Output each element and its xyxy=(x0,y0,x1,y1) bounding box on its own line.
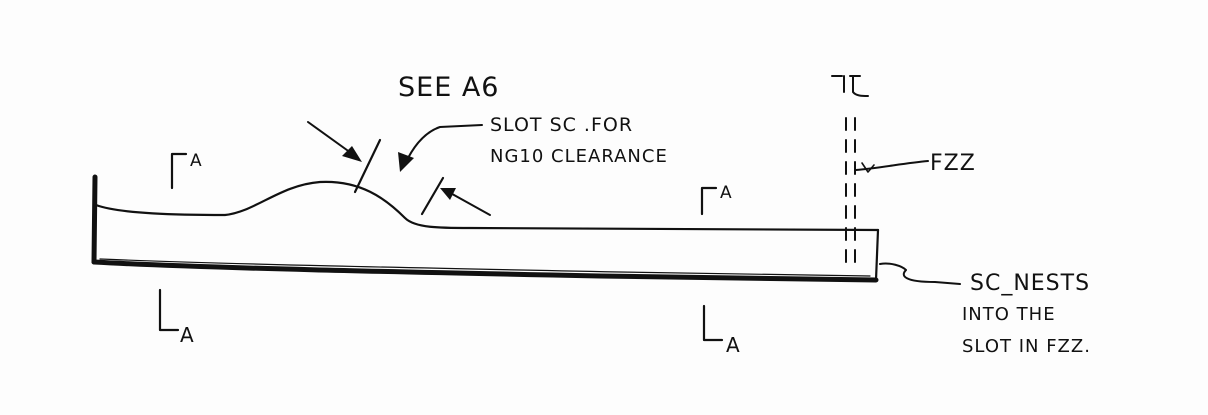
section-right-top-label: A xyxy=(720,183,733,203)
fzz-label: FZZ xyxy=(930,151,976,176)
section-left-top-bracket xyxy=(170,152,188,190)
part-right-end xyxy=(874,228,880,282)
part-top-contour xyxy=(94,180,880,232)
part-bottom-edge xyxy=(91,259,879,283)
nests-leader xyxy=(879,262,961,285)
nests-label-line3: SLOT IN FZZ. xyxy=(962,336,1091,357)
slot-tick-left xyxy=(353,138,382,194)
nests-label-line1: SC_NESTS xyxy=(970,271,1090,296)
slot-leader-arrowhead xyxy=(398,152,414,172)
fzz-leader-hook xyxy=(861,162,875,173)
section-right-bottom-label: A xyxy=(726,333,741,357)
section-marker-right: A A xyxy=(700,183,741,357)
section-left-bottom-bracket xyxy=(158,288,180,332)
slot-leader xyxy=(407,124,483,159)
slot-tick-right xyxy=(420,176,445,216)
fzz-symbol-top xyxy=(831,75,869,97)
see-reference-label: SEE A6 xyxy=(398,72,500,103)
section-right-bottom-bracket xyxy=(702,304,724,342)
part-left-end xyxy=(91,174,98,265)
section-left-top-label: A xyxy=(190,151,203,171)
fzz-part xyxy=(831,75,929,273)
slot-label-line1: SLOT SC .FOR xyxy=(490,114,633,136)
fzz-leader xyxy=(855,160,929,171)
part-inner-edge xyxy=(99,258,871,277)
slot-label-line2: NG10 CLEARANCE xyxy=(490,146,668,167)
nests-label-line2: INTO THE xyxy=(962,304,1056,325)
slot-arrowhead-left xyxy=(342,146,362,162)
section-right-top-bracket xyxy=(700,186,718,216)
section-left-bottom-label: A xyxy=(180,323,195,347)
sc-part xyxy=(91,174,880,283)
slot-arrowhead-right xyxy=(440,188,456,200)
slot-arrows xyxy=(307,121,491,216)
section-marker-left: A A xyxy=(158,151,203,347)
